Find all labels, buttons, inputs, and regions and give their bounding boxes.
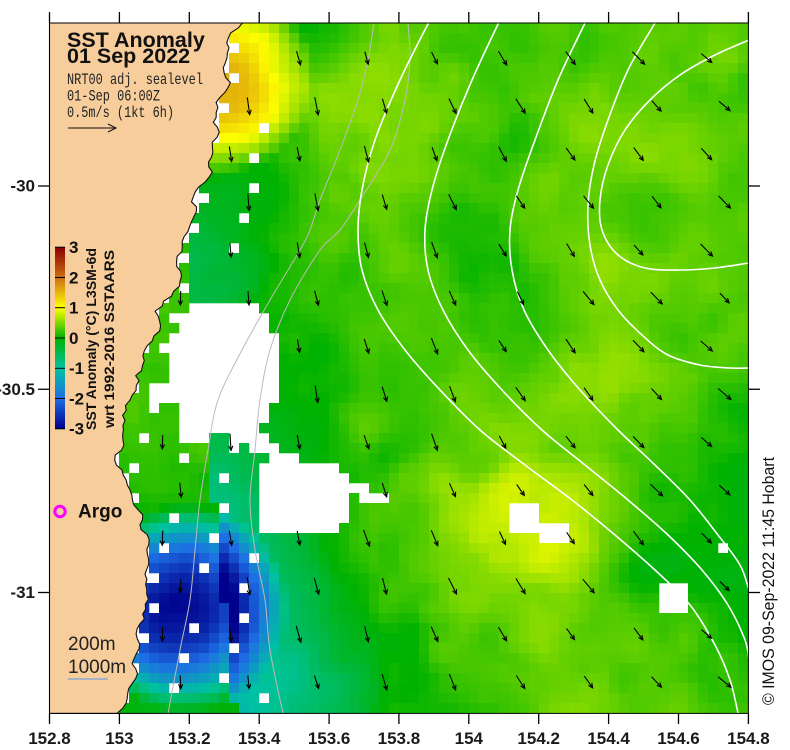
svg-text:154.4: 154.4 bbox=[587, 729, 630, 748]
svg-text:© IMOS 09-Sep-2022 11:45 Hobar: © IMOS 09-Sep-2022 11:45 Hobart bbox=[760, 457, 778, 705]
svg-text:154: 154 bbox=[455, 729, 484, 748]
svg-text:154.8: 154.8 bbox=[727, 729, 770, 748]
svg-text:-1: -1 bbox=[69, 359, 84, 378]
svg-text:0.5m/s (1kt 6h): 0.5m/s (1kt 6h) bbox=[67, 104, 174, 122]
svg-text:152.8: 152.8 bbox=[28, 729, 71, 748]
svg-text:SST Anomaly (°C) L3SM-6d: SST Anomaly (°C) L3SM-6d bbox=[84, 248, 99, 430]
svg-text:0: 0 bbox=[69, 329, 78, 348]
svg-text:-31: -31 bbox=[10, 583, 35, 602]
svg-text:153.2: 153.2 bbox=[168, 729, 211, 748]
svg-text:1: 1 bbox=[69, 299, 78, 318]
svg-text:200m: 200m bbox=[68, 634, 116, 655]
svg-text:154.2: 154.2 bbox=[517, 729, 560, 748]
svg-text:01 Sep 2022: 01 Sep 2022 bbox=[67, 44, 190, 68]
svg-text:NRT00 adj. sealevel: NRT00 adj. sealevel bbox=[67, 71, 203, 89]
svg-text:-2: -2 bbox=[69, 389, 84, 408]
svg-text:2: 2 bbox=[69, 268, 78, 287]
svg-text:wrt 1992-2016 SSTAARS: wrt 1992-2016 SSTAARS bbox=[102, 250, 117, 429]
svg-text:-30.5: -30.5 bbox=[0, 380, 35, 399]
svg-text:154.6: 154.6 bbox=[657, 729, 700, 748]
svg-text:01-Sep 06:00Z: 01-Sep 06:00Z bbox=[67, 88, 160, 106]
svg-text:153.6: 153.6 bbox=[308, 729, 351, 748]
svg-text:Argo: Argo bbox=[78, 502, 122, 523]
svg-text:153.8: 153.8 bbox=[378, 729, 421, 748]
svg-text:3: 3 bbox=[69, 238, 78, 257]
svg-text:-30: -30 bbox=[10, 177, 35, 196]
svg-text:1000m: 1000m bbox=[68, 657, 126, 678]
svg-text:153.4: 153.4 bbox=[238, 729, 281, 748]
svg-text:153: 153 bbox=[105, 729, 133, 748]
svg-text:-3: -3 bbox=[69, 420, 84, 439]
